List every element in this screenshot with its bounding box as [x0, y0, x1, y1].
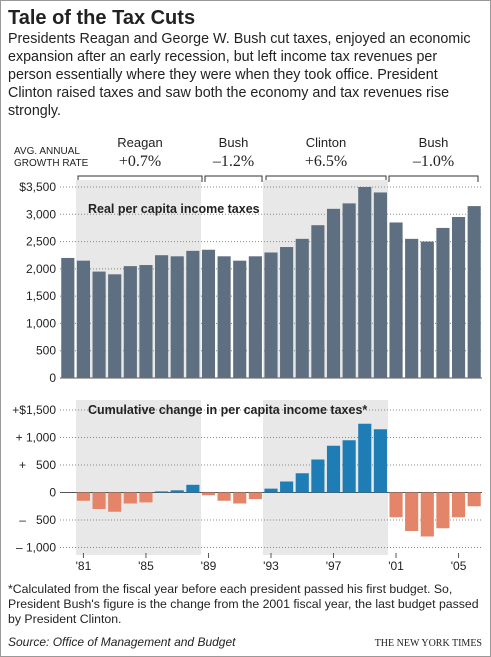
bar [123, 266, 137, 378]
bar [420, 492, 434, 537]
x-tick-label: '01 [388, 559, 404, 573]
x-tick-label: '97 [326, 559, 342, 573]
bar [233, 260, 247, 378]
y-tick-label: 2,500 [26, 235, 56, 249]
x-tick-label: '89 [201, 559, 217, 573]
bar [76, 492, 91, 501]
bar [451, 217, 466, 378]
bar [405, 238, 419, 378]
bar [170, 256, 184, 378]
growth-rate: –1.0% [412, 153, 454, 170]
bar [295, 473, 309, 493]
bracket [265, 175, 387, 182]
bar [280, 247, 294, 378]
bar [233, 492, 247, 504]
chart-title: Cumulative change in per capita income t… [88, 403, 367, 417]
subtitle: Presidents Reagan and George W. Bush cut… [8, 31, 471, 119]
x-tick-label: '93 [263, 559, 279, 573]
bar [186, 484, 200, 493]
bar [248, 492, 262, 500]
bar [373, 192, 387, 378]
bar [342, 203, 356, 378]
x-tick-label: '85 [138, 559, 154, 573]
bar [155, 255, 169, 378]
y-tick-label: + 500 [19, 458, 56, 472]
bracket [77, 175, 203, 182]
source: Source: Office of Management and Budget [8, 635, 236, 649]
president-name: Bush [219, 135, 249, 150]
y-tick-label: +$1,500 [12, 403, 56, 417]
y-tick-label: 1,500 [26, 289, 56, 303]
x-tick-label: '81 [76, 559, 92, 573]
bar [280, 481, 294, 493]
bar [311, 459, 325, 493]
bar [108, 492, 122, 512]
bar [155, 491, 169, 493]
bar [436, 492, 450, 529]
bar [451, 492, 466, 518]
bar [217, 492, 231, 501]
bar [123, 492, 137, 504]
bar [186, 250, 200, 378]
bar [139, 492, 153, 503]
bar [358, 423, 372, 493]
x-tick-label: '05 [451, 559, 467, 573]
bar [389, 222, 403, 378]
bar [405, 492, 419, 531]
y-tick-label: 0 [49, 486, 56, 500]
bar [201, 492, 216, 496]
y-tick-label: 2,000 [26, 262, 56, 276]
bar [420, 241, 434, 378]
bar [467, 206, 481, 378]
president-name: Clinton [306, 135, 346, 150]
subtitle-box: Presidents Reagan and George W. Bush cut… [8, 31, 471, 119]
bar [170, 490, 184, 493]
footnote-box: *Calculated from the fiscal year before … [8, 582, 479, 626]
bracket [204, 175, 263, 182]
bar [92, 492, 106, 509]
growth-rate: –1.2% [212, 153, 254, 170]
bracket [388, 175, 479, 182]
shade [76, 400, 201, 555]
bar [248, 256, 262, 378]
bar [389, 492, 403, 518]
growth-label: GROWTH RATE [14, 158, 89, 169]
bar [326, 445, 341, 493]
bar [264, 488, 278, 493]
growth-rate: +6.5% [305, 153, 347, 170]
bar [61, 257, 75, 378]
growth-rate: +0.7% [119, 153, 161, 170]
bar [139, 265, 153, 378]
footnote: *Calculated from the fiscal year before … [8, 582, 479, 626]
bar [295, 238, 309, 378]
bar [201, 249, 216, 378]
title: Tale of the Tax Cuts [8, 7, 195, 29]
bar [326, 208, 341, 378]
chart-title: Real per capita income taxes [88, 202, 260, 216]
president-name: Reagan [117, 135, 163, 150]
bar [311, 225, 325, 378]
bar [217, 256, 231, 378]
bar [92, 271, 106, 378]
bar [264, 252, 278, 378]
y-tick-label: 0 [49, 371, 56, 385]
bar [467, 492, 481, 507]
y-tick-label: $3,500 [19, 180, 56, 194]
credit: THE NEW YORK TIMES [375, 638, 482, 649]
bar [436, 227, 450, 378]
president-name: Bush [419, 135, 449, 150]
y-tick-label: – 1,000 [16, 541, 56, 555]
bar [76, 260, 91, 378]
y-tick-label: 1,000 [26, 316, 56, 330]
bar [373, 429, 387, 493]
y-tick-label: 3,000 [26, 207, 56, 221]
y-tick-label: + 1,000 [16, 431, 57, 445]
bar [358, 187, 372, 378]
bar [342, 440, 356, 493]
y-tick-label: 500 [36, 344, 56, 358]
bar [108, 274, 122, 378]
growth-label: AVG. ANNUAL [14, 146, 80, 157]
y-tick-label: – 500 [19, 513, 56, 527]
